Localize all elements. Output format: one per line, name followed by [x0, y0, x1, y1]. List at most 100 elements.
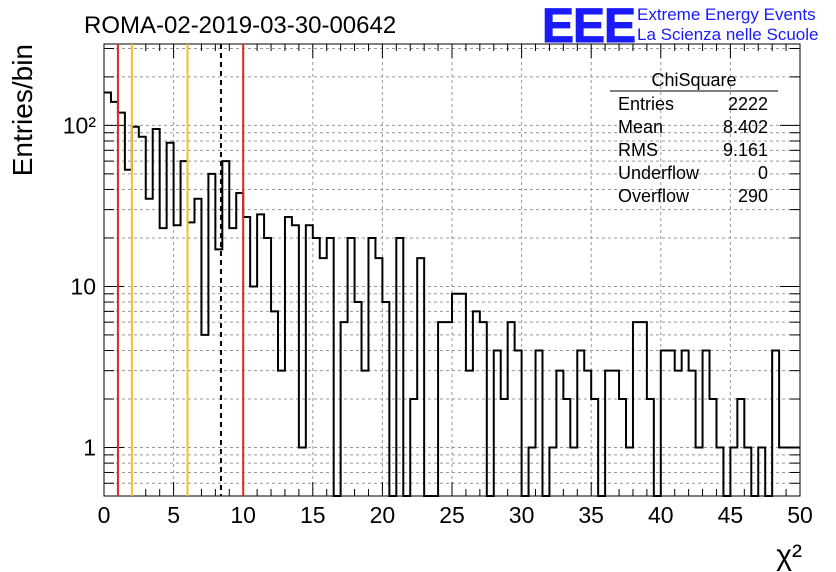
histogram-bin [647, 399, 654, 496]
stats-rms-value: 9.161 [723, 140, 768, 160]
histogram-bin [188, 222, 195, 496]
histogram-bin [292, 225, 299, 496]
histogram-bin [327, 238, 334, 496]
histogram-bin [730, 448, 737, 496]
histogram-bin [382, 302, 389, 496]
stats-rms-label: RMS [618, 140, 658, 160]
histogram-bin [779, 448, 786, 496]
histogram-bin [445, 322, 452, 496]
histogram-bin [452, 294, 459, 496]
histogram-bin [313, 238, 320, 496]
histogram-bin [174, 225, 181, 496]
stats-entries-label: Entries [618, 94, 674, 114]
eee-logo: EEE Extreme Energy Events La Scienza nel… [542, 0, 819, 54]
histogram-bin [160, 228, 167, 496]
y-axis-label: Entries/bin [7, 44, 38, 176]
histogram-bin [167, 143, 174, 496]
histogram-bin [285, 217, 292, 496]
stats-overflow-value: 290 [738, 186, 768, 206]
histogram-bin [278, 371, 285, 496]
histogram-bin [355, 302, 362, 496]
histogram-bin [118, 113, 125, 496]
histogram-bin [737, 399, 744, 496]
x-tick-label: 20 [370, 502, 396, 528]
histogram-bin [591, 399, 598, 496]
x-tick-label: 10 [230, 502, 256, 528]
histogram-bin [710, 399, 717, 496]
histogram-bin [201, 335, 208, 496]
histogram-bin [473, 311, 480, 496]
histogram-bin [104, 92, 111, 496]
histogram-bin [208, 174, 215, 496]
histogram-bin [236, 193, 243, 496]
histogram-bin [375, 258, 382, 496]
histogram-bin [703, 351, 710, 496]
histogram-bin [633, 322, 640, 496]
histogram-outline [104, 91, 800, 497]
histogram-bin [396, 238, 403, 496]
histogram-bin [536, 351, 543, 496]
histogram-bin [556, 371, 563, 496]
chart-title: ROMA-02-2019-03-30-00642 [84, 12, 396, 39]
histogram-bin [320, 258, 327, 496]
y-tick-label: 10² [63, 112, 97, 138]
histogram-bin [222, 161, 229, 496]
histogram-bin [786, 448, 793, 496]
histogram-bin [744, 448, 751, 496]
x-tick-label: 0 [98, 502, 111, 528]
histogram-bin [529, 448, 536, 496]
histogram-bin [612, 371, 619, 496]
stats-mean-label: Mean [618, 117, 663, 137]
logo-mark: EEE [542, 0, 635, 53]
histogram-bin [466, 371, 473, 496]
histogram-bin [368, 238, 375, 496]
histogram-bin [563, 399, 570, 496]
x-tick-label: 5 [167, 502, 180, 528]
histogram-bin [438, 322, 445, 496]
histogram-bin [793, 448, 800, 496]
histogram-bin [111, 102, 118, 496]
y-tick-label: 1 [83, 435, 96, 461]
histogram-bin [341, 322, 348, 496]
stats-overflow-label: Overflow [618, 186, 690, 206]
x-tick-label: 45 [718, 502, 744, 528]
reference-lines [116, 44, 245, 496]
histogram-bin [668, 351, 675, 496]
histogram-bin [689, 371, 696, 496]
histogram-bin [494, 351, 501, 496]
histogram-bin [132, 127, 139, 496]
histogram-bin [619, 399, 626, 496]
histogram-bin [661, 351, 668, 496]
x-tick-label: 50 [787, 502, 813, 528]
stats-entries-value: 2222 [728, 94, 768, 114]
histogram-bin [675, 371, 682, 496]
stats-box: ChiSquare Entries 2222 Mean 8.402 RMS 9.… [610, 70, 778, 206]
histogram-bin [125, 170, 132, 496]
histogram-bin [243, 217, 250, 496]
x-tick-label: 15 [300, 502, 326, 528]
histogram-bars [104, 91, 800, 497]
histogram-bin [181, 161, 188, 496]
tick-labels: 0 5 10 15 20 25 30 35 40 45 50 1 10 10² [63, 112, 813, 528]
histogram-bin [257, 214, 264, 496]
logo-line2: La Scienza nelle Scuole [637, 25, 818, 44]
histogram-bin [194, 199, 201, 496]
histogram-bin [306, 225, 313, 496]
stats-underflow-value: 0 [758, 163, 768, 183]
histogram-bin [501, 399, 508, 496]
histogram-bin [146, 199, 153, 496]
x-tick-label: 35 [578, 502, 604, 528]
histogram-bin [153, 129, 160, 496]
stats-mean-value: 8.402 [723, 117, 768, 137]
stats-underflow-label: Underflow [618, 163, 700, 183]
x-tick-label: 30 [509, 502, 535, 528]
logo-line1: Extreme Energy Events [637, 5, 816, 24]
histogram-bin [626, 448, 633, 496]
histogram-bin [299, 448, 306, 496]
histogram-bin [696, 448, 703, 496]
histogram-bin [480, 322, 487, 496]
histogram-bin [716, 448, 723, 496]
histogram-bin [264, 238, 271, 496]
histogram-bin [139, 137, 146, 496]
